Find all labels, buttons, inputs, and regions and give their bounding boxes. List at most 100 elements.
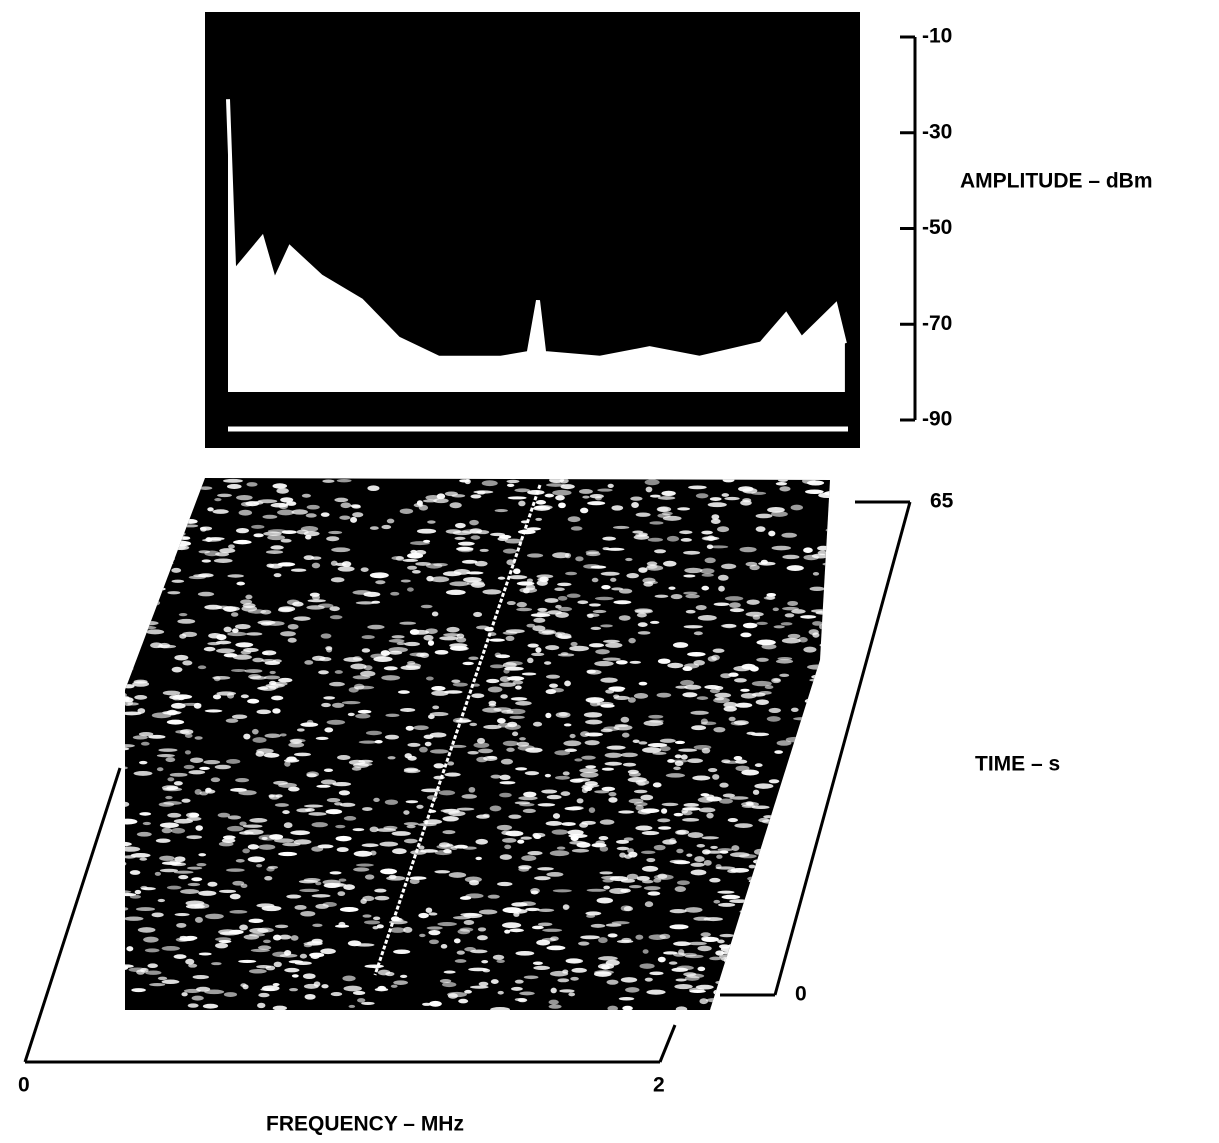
texture-dot — [162, 787, 183, 792]
texture-dot — [217, 493, 232, 498]
texture-dot — [545, 821, 563, 826]
texture-dot — [604, 752, 623, 758]
texture-dot — [612, 688, 624, 692]
texture-dot — [607, 933, 618, 938]
texture-dot — [693, 744, 712, 750]
texture-dot — [814, 773, 830, 779]
texture-dot — [818, 492, 830, 499]
texture-dot — [369, 826, 379, 833]
texture-dot — [137, 708, 146, 714]
texture-dot — [488, 703, 497, 707]
texture-dot — [833, 632, 840, 635]
texture-dot — [562, 904, 570, 910]
texture-dot — [625, 987, 640, 993]
texture-dot — [740, 692, 757, 699]
texture-dot — [219, 889, 237, 893]
texture-dot — [261, 905, 282, 912]
texture-dot — [683, 591, 698, 595]
texture-dot — [755, 526, 766, 532]
texture-dot — [214, 764, 231, 770]
texture-dot — [562, 771, 570, 776]
texture-dot — [537, 607, 548, 612]
texture-dot — [536, 939, 551, 946]
texture-dot — [125, 504, 131, 511]
texture-dot — [437, 921, 457, 927]
texture-dot — [537, 922, 553, 927]
texture-dot — [217, 812, 231, 818]
texture-dot — [283, 822, 293, 829]
texture-dot — [335, 835, 352, 842]
texture-dot — [438, 842, 451, 848]
texture-dot — [585, 765, 597, 769]
texture-dot — [428, 930, 441, 936]
texture-dot — [422, 1002, 432, 1006]
texture-dot — [719, 798, 733, 804]
texture-dot — [423, 819, 443, 825]
texture-dot — [706, 544, 714, 550]
texture-dot — [403, 810, 410, 815]
texture-dot — [536, 580, 548, 586]
texture-dot — [374, 987, 389, 992]
texture-dot — [320, 948, 336, 955]
texture-dot — [782, 606, 799, 611]
texture-dot — [129, 870, 141, 875]
texture-dot — [662, 515, 682, 521]
texture-dot — [597, 956, 618, 961]
texture-dot — [768, 530, 776, 537]
texture-dot — [274, 924, 289, 929]
texture-dot — [717, 985, 734, 991]
texture-dot — [653, 844, 666, 851]
texture-dot — [167, 591, 181, 595]
texture-dot — [149, 983, 166, 987]
texture-dot — [537, 577, 548, 582]
texture-dot — [242, 984, 249, 990]
texture-dot — [355, 863, 374, 867]
texture-dot — [268, 563, 283, 569]
texture-dot — [373, 916, 381, 921]
texture-dot — [736, 925, 756, 930]
texture-dot — [457, 547, 474, 553]
texture-dot — [338, 878, 347, 882]
texture-dot — [532, 961, 543, 965]
texture-dot — [188, 770, 206, 775]
texture-dot — [403, 768, 421, 774]
texture-dot — [320, 512, 330, 517]
texture-dot — [186, 835, 203, 840]
texture-dot — [173, 781, 183, 786]
texture-dot — [776, 740, 792, 746]
texture-dot — [125, 841, 132, 847]
texture-dot — [252, 737, 267, 743]
texture-dot — [334, 802, 343, 806]
texture-dot — [710, 1005, 729, 1010]
texture-dot — [600, 571, 620, 576]
texture-dot — [636, 612, 647, 618]
texture-dot — [218, 939, 232, 944]
texture-dot — [272, 708, 281, 714]
texture-dot — [827, 688, 830, 695]
texture-dot — [568, 833, 588, 839]
texture-dot — [768, 877, 780, 881]
texture-dot — [144, 948, 160, 953]
texture-dot — [556, 846, 566, 850]
texture-dot — [795, 955, 808, 961]
texture-dot — [427, 640, 435, 646]
texture-dot — [635, 934, 644, 940]
texture-dot — [352, 828, 365, 832]
texture-dot — [588, 603, 601, 607]
texture-dot — [680, 754, 688, 760]
texture-dot — [644, 479, 660, 486]
texture-dot — [827, 1003, 830, 1007]
texture-dot — [501, 709, 514, 714]
texture-dot — [825, 527, 830, 533]
texture-dot — [145, 629, 165, 635]
texture-dot — [567, 516, 581, 523]
texture-dot — [226, 825, 244, 832]
texture-dot — [507, 575, 528, 580]
texture-dot — [449, 581, 470, 587]
waterfall-texture — [125, 478, 840, 1010]
texture-dot — [744, 985, 763, 992]
texture-dot — [779, 486, 791, 492]
texture-dot — [290, 935, 299, 941]
texture-dot — [649, 719, 664, 723]
texture-dot — [741, 663, 756, 670]
